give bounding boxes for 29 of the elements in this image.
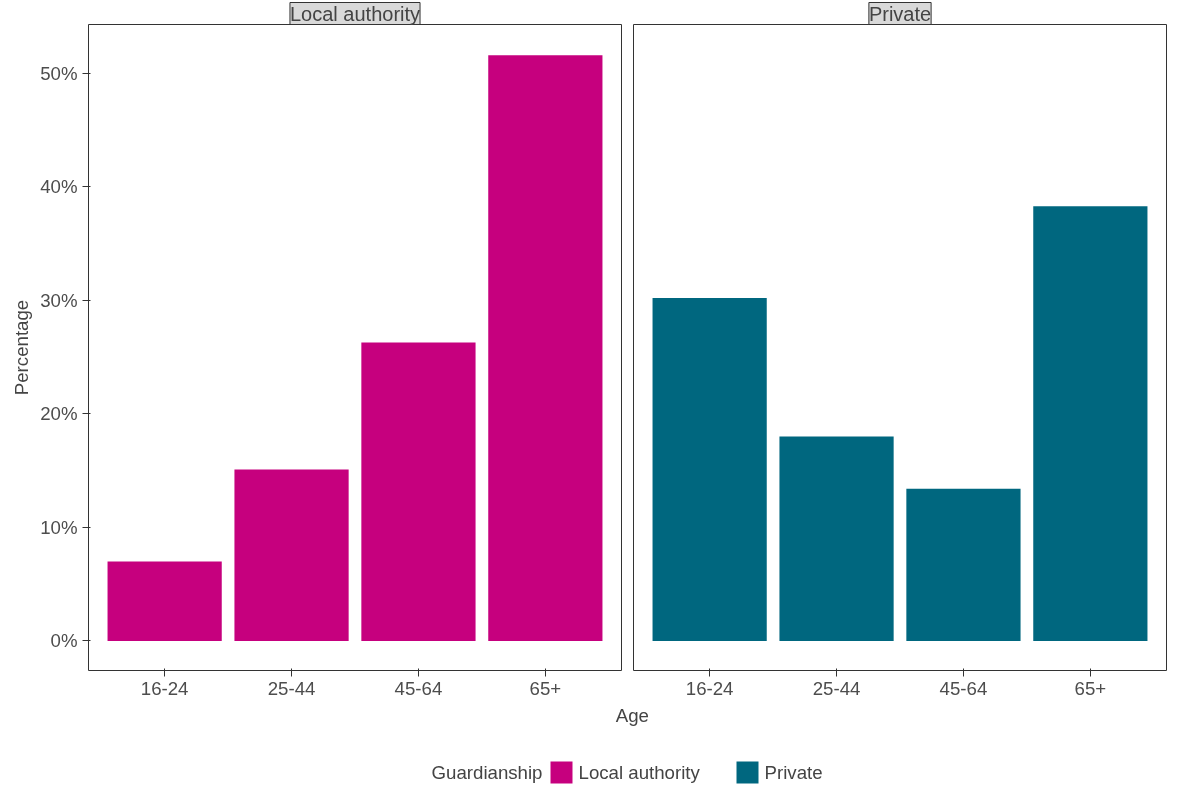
y-tick-label: 30% (40, 289, 78, 311)
x-tick-label: 45-64 (394, 677, 443, 699)
y-tick-label: 50% (40, 62, 78, 84)
bar (107, 561, 222, 641)
x-axis-title: Age (615, 704, 649, 726)
x-tick-label: 16-24 (685, 677, 734, 699)
legend-label: Local authority (578, 761, 701, 783)
x-tick-label: 16-24 (140, 677, 189, 699)
x-tick-label: 25-44 (812, 677, 861, 699)
legend-label: Private (764, 761, 823, 783)
x-tick-label: 25-44 (267, 677, 316, 699)
y-tick-label: 40% (40, 176, 78, 198)
bar (361, 342, 476, 641)
chart-title: Private (868, 2, 932, 25)
y-tick-label: 10% (40, 516, 78, 538)
x-tick-label: 65+ (1074, 677, 1107, 699)
y-axis-title: Percentage (11, 299, 33, 396)
bar (652, 298, 767, 641)
bar (234, 469, 349, 641)
y-tick-label: 20% (40, 403, 78, 425)
bar (488, 55, 603, 641)
chart-title: Local authority (289, 2, 421, 25)
x-tick-label: 45-64 (939, 677, 988, 699)
x-tick-label: 65+ (529, 677, 562, 699)
legend-title: Guardianship (431, 761, 543, 783)
bar (779, 436, 894, 641)
bar (1033, 206, 1148, 641)
y-tick-label: 0% (50, 630, 78, 652)
bar (906, 488, 1021, 641)
